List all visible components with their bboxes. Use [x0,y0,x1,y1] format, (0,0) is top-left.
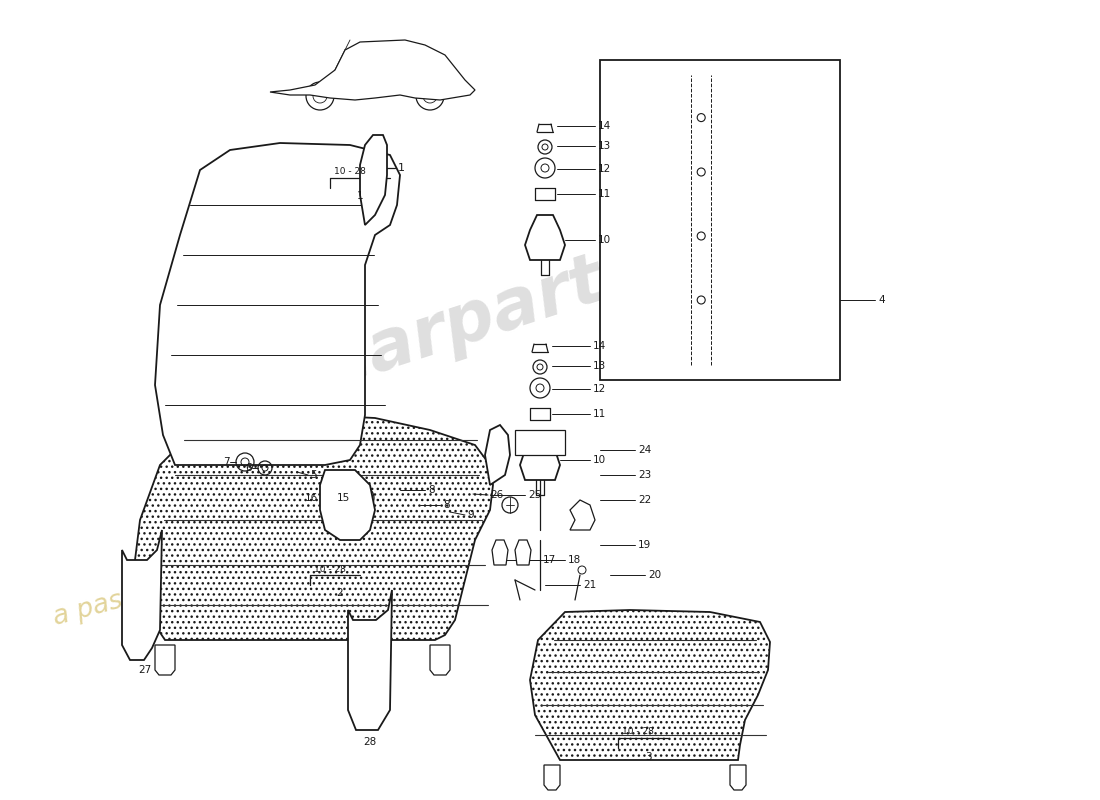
Polygon shape [348,590,392,730]
Text: 26: 26 [490,490,504,500]
Text: a passion for parts since 1985: a passion for parts since 1985 [50,502,441,631]
Text: 25: 25 [528,490,541,500]
Polygon shape [320,470,375,540]
Polygon shape [520,435,560,480]
Text: 21: 21 [583,580,596,590]
Polygon shape [155,143,400,465]
Text: 17: 17 [543,555,557,565]
Text: 1: 1 [398,163,405,173]
Text: 10: 10 [598,235,612,245]
Text: 23: 23 [638,470,651,480]
Polygon shape [270,40,475,100]
Text: 8: 8 [428,485,435,495]
Text: 14: 14 [598,121,612,131]
Polygon shape [135,415,493,640]
Polygon shape [515,540,531,565]
Text: 3: 3 [645,752,651,762]
Text: 27: 27 [139,665,152,675]
Text: 11: 11 [598,189,612,199]
Text: 10 - 28: 10 - 28 [621,727,653,737]
Polygon shape [492,540,508,565]
Polygon shape [600,60,840,380]
Text: 11: 11 [593,409,606,419]
Polygon shape [525,215,565,260]
Text: 5: 5 [310,470,317,480]
Text: 2: 2 [337,588,343,598]
Text: 24: 24 [638,445,651,455]
Polygon shape [122,530,162,660]
Polygon shape [485,425,510,485]
Text: 4: 4 [878,295,884,305]
Text: 28: 28 [363,737,376,747]
Text: 15: 15 [337,493,350,503]
Text: 20: 20 [648,570,661,580]
Text: 19: 19 [638,540,651,550]
Polygon shape [544,765,560,790]
Text: 9: 9 [468,510,474,520]
Text: 12: 12 [598,164,612,174]
Polygon shape [530,610,770,760]
Text: 6: 6 [245,463,252,473]
Text: 10 - 28: 10 - 28 [314,565,345,574]
Polygon shape [155,645,175,675]
Polygon shape [730,765,746,790]
Polygon shape [570,500,595,530]
Text: 16: 16 [305,493,318,503]
Text: 12: 12 [593,384,606,394]
Polygon shape [430,645,450,675]
Polygon shape [515,430,565,455]
Text: 1: 1 [356,191,363,201]
Text: 10 - 28: 10 - 28 [334,167,366,177]
Text: 13: 13 [598,141,612,151]
Polygon shape [360,135,387,225]
Text: 14: 14 [593,341,606,351]
Text: 10: 10 [593,455,606,465]
Text: eurocarparts: eurocarparts [150,234,652,454]
Text: 7: 7 [223,457,230,467]
Text: 13: 13 [593,361,606,371]
Text: 8: 8 [443,500,450,510]
Text: 22: 22 [638,495,651,505]
Text: 18: 18 [568,555,581,565]
